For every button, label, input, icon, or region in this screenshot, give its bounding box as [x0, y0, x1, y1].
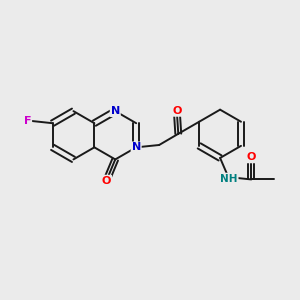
Text: NH: NH: [220, 174, 238, 184]
Text: N: N: [131, 142, 141, 152]
Text: N: N: [111, 106, 120, 116]
Text: O: O: [247, 152, 256, 162]
Text: O: O: [102, 176, 111, 186]
Text: O: O: [172, 106, 182, 116]
Text: F: F: [24, 116, 31, 126]
